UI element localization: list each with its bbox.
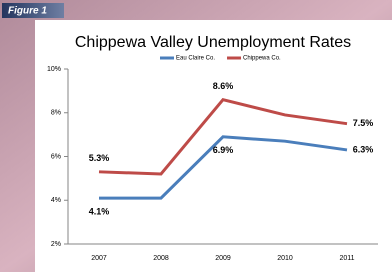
data-label: 7.5% bbox=[353, 118, 374, 128]
data-label: 5.3% bbox=[89, 153, 110, 163]
legend-label: Eau Claire Co. bbox=[176, 56, 215, 62]
y-tick-label: 8% bbox=[51, 110, 61, 117]
x-tick-label: 2009 bbox=[215, 255, 231, 262]
figure-label: Figure 1 bbox=[8, 6, 47, 17]
y-tick-label: 4% bbox=[51, 197, 61, 204]
chart: Figure 1 Chippewa Valley Unemployment Ra… bbox=[0, 0, 392, 272]
x-tick-label: 2008 bbox=[153, 255, 169, 262]
data-label: 6.3% bbox=[353, 144, 374, 154]
y-tick-label: 10% bbox=[47, 66, 61, 73]
data-label: 6.9% bbox=[213, 145, 234, 155]
x-tick-label: 2007 bbox=[91, 255, 107, 262]
y-tick-label: 6% bbox=[51, 153, 61, 160]
x-tick-label: 2010 bbox=[277, 255, 293, 262]
data-label: 8.6% bbox=[213, 81, 234, 91]
chart-title: Chippewa Valley Unemployment Rates bbox=[75, 34, 351, 51]
x-tick-label: 2011 bbox=[339, 255, 354, 262]
legend-label: Chippewa Co. bbox=[243, 56, 281, 62]
data-label: 4.1% bbox=[89, 206, 110, 216]
y-tick-label: 2% bbox=[51, 241, 61, 248]
